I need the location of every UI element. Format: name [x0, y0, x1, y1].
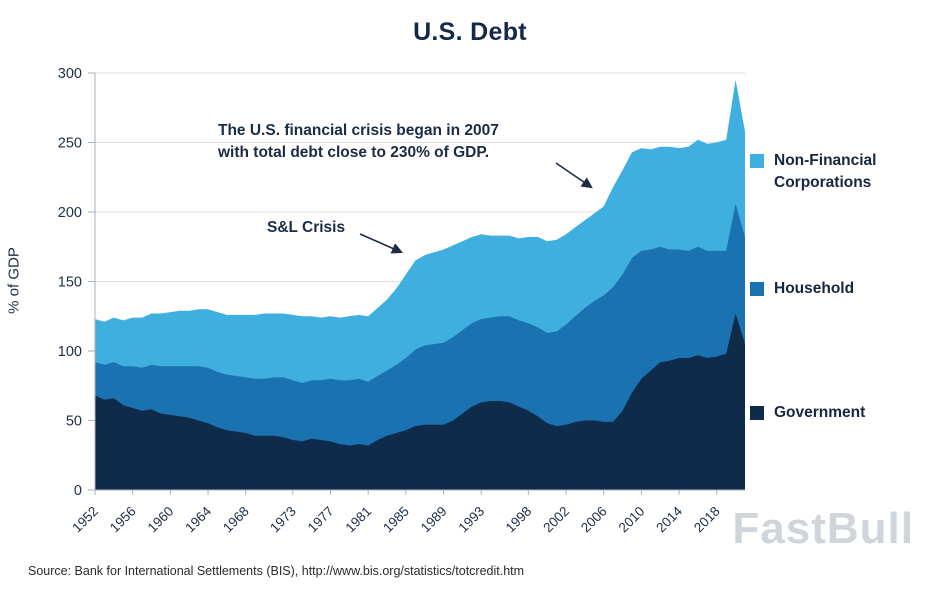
svg-text:1968: 1968 — [220, 504, 252, 536]
legend-item-non-financial-corporations: Non-Financial Corporations — [750, 150, 914, 194]
source-text: Source: Bank for International Settlemen… — [28, 564, 525, 578]
svg-text:100: 100 — [58, 344, 82, 360]
svg-text:1985: 1985 — [380, 504, 412, 536]
svg-text:1998: 1998 — [503, 504, 535, 536]
legend-swatch-government-icon — [750, 406, 764, 420]
legend-swatch-household-icon — [750, 282, 764, 296]
svg-text:250: 250 — [58, 136, 82, 152]
annotation-financial-crisis-line1: The U.S. financial crisis began in 2007 — [218, 122, 499, 139]
legend-item-household: Household — [750, 278, 914, 300]
svg-text:2002: 2002 — [540, 504, 572, 536]
svg-text:0: 0 — [74, 483, 82, 499]
annotation-financial-crisis: The U.S. financial crisis began in 2007 … — [218, 120, 499, 164]
svg-text:1956: 1956 — [107, 504, 139, 536]
svg-text:300: 300 — [58, 66, 82, 82]
svg-text:50: 50 — [66, 414, 82, 430]
watermark: FastBull — [732, 504, 914, 553]
svg-text:1977: 1977 — [305, 504, 337, 536]
svg-text:1989: 1989 — [418, 504, 450, 536]
legend-swatch-non-financial-corporations-icon — [750, 154, 764, 168]
svg-text:1973: 1973 — [267, 504, 299, 536]
legend-label-government: Government — [774, 404, 866, 421]
y-axis-title: % of GDP — [5, 247, 23, 314]
svg-text:1964: 1964 — [182, 503, 214, 535]
annotation-financial-crisis-line2: with total debt close to 230% of GDP. — [218, 144, 490, 161]
svg-text:2006: 2006 — [578, 504, 610, 536]
chart-title: U.S. Debt — [413, 18, 527, 46]
legend-label-household: Household — [774, 280, 855, 297]
svg-text:1960: 1960 — [145, 504, 177, 536]
svg-text:1981: 1981 — [342, 504, 374, 536]
svg-text:2018: 2018 — [691, 504, 723, 536]
svg-text:200: 200 — [58, 205, 82, 221]
svg-text:150: 150 — [58, 275, 82, 291]
legend-item-government: Government — [750, 402, 914, 424]
svg-text:1952: 1952 — [69, 504, 101, 536]
legend-label-non-financial-corporations: Non-Financial Corporations — [774, 152, 877, 191]
annotation-sl-crisis: S&L Crisis — [267, 219, 346, 236]
svg-text:1993: 1993 — [456, 504, 488, 536]
svg-text:2010: 2010 — [616, 504, 648, 536]
svg-text:2014: 2014 — [653, 503, 685, 535]
